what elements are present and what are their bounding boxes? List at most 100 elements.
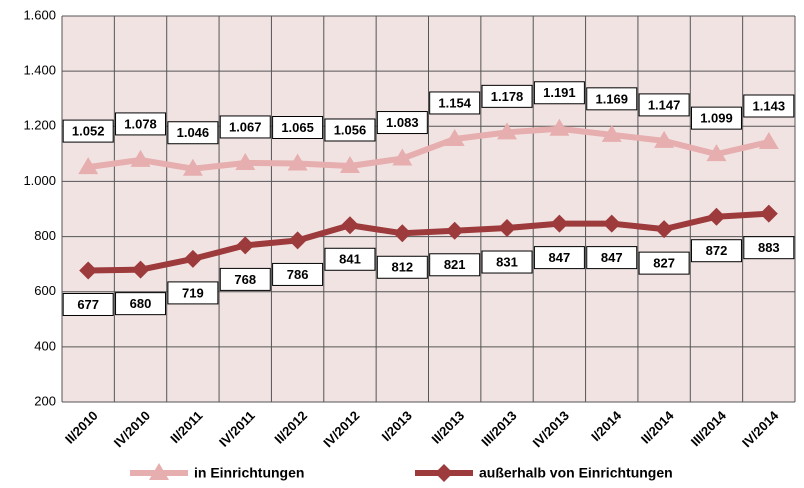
data-label: 1.052 xyxy=(72,124,105,139)
data-label-box xyxy=(272,262,324,286)
data-label: 1.067 xyxy=(229,119,262,134)
data-label: 768 xyxy=(234,272,256,287)
y-tick-label: 1.200 xyxy=(23,118,56,133)
y-tick-label: 800 xyxy=(34,228,56,243)
data-label-box xyxy=(272,116,324,140)
y-tick-label: 1.400 xyxy=(23,63,56,78)
marker xyxy=(288,231,307,250)
data-label: 847 xyxy=(549,250,571,265)
marker xyxy=(182,158,203,176)
marker xyxy=(393,224,412,243)
x-tick-label: II/2012 xyxy=(271,408,310,447)
data-label-box xyxy=(324,247,376,271)
data-label-box xyxy=(533,81,585,105)
marker xyxy=(183,249,202,268)
marker xyxy=(758,132,779,150)
data-label-box xyxy=(743,236,795,260)
data-label: 677 xyxy=(77,297,99,312)
marker xyxy=(445,221,464,240)
x-tick-label: III/2013 xyxy=(478,408,519,449)
x-tick-label: IV/2012 xyxy=(320,408,362,450)
marker xyxy=(130,149,151,167)
data-label-box xyxy=(481,84,533,108)
series-line xyxy=(87,125,770,172)
data-label-box xyxy=(376,255,428,279)
x-tick-label: IV/2010 xyxy=(111,408,153,450)
data-label: 872 xyxy=(706,243,728,258)
data-label-box xyxy=(115,292,167,316)
data-label: 1.154 xyxy=(438,95,471,110)
data-label-box xyxy=(429,253,481,277)
data-label: 1.191 xyxy=(543,85,576,100)
marker xyxy=(287,153,308,171)
data-label-box xyxy=(481,250,533,274)
legend-marker xyxy=(435,464,453,482)
data-label: 827 xyxy=(653,256,675,271)
data-label-box xyxy=(743,94,795,118)
marker xyxy=(655,220,674,239)
marker xyxy=(706,144,727,162)
marker xyxy=(79,261,98,280)
data-label-box xyxy=(690,106,742,130)
marker xyxy=(550,214,569,233)
marker xyxy=(602,214,621,233)
marker xyxy=(759,204,778,223)
data-label: 821 xyxy=(444,257,466,272)
x-tick-label: IV/2011 xyxy=(216,408,258,450)
y-tick-label: 200 xyxy=(34,393,56,408)
marker xyxy=(601,124,622,142)
marker xyxy=(707,207,726,226)
data-label-box xyxy=(62,292,114,316)
data-label: 1.169 xyxy=(595,91,628,106)
x-tick-label: I/2013 xyxy=(379,408,415,444)
marker xyxy=(131,260,150,279)
data-label-box xyxy=(376,111,428,135)
data-label: 1.099 xyxy=(700,111,733,126)
data-label: 1.078 xyxy=(124,116,157,131)
y-tick-label: 1.000 xyxy=(23,173,56,188)
data-label: 883 xyxy=(758,240,780,255)
data-label-box xyxy=(429,91,481,115)
marker xyxy=(654,130,675,148)
x-tick-label: II/2014 xyxy=(638,407,677,446)
data-label: 1.046 xyxy=(177,125,210,140)
data-label-box xyxy=(533,246,585,270)
data-label: 847 xyxy=(601,250,623,265)
x-tick-label: I/2014 xyxy=(588,407,625,444)
x-tick-label: II/2013 xyxy=(429,408,468,447)
data-label-box xyxy=(324,118,376,142)
data-label: 831 xyxy=(496,254,518,269)
data-label: 1.147 xyxy=(648,97,681,112)
y-tick-label: 1.600 xyxy=(23,7,56,22)
marker xyxy=(340,216,359,235)
marker xyxy=(498,219,517,238)
data-label: 1.083 xyxy=(386,115,419,130)
y-tick-label: 400 xyxy=(34,338,56,353)
data-label-box xyxy=(586,246,638,270)
marker xyxy=(497,122,518,140)
x-tick-label: IV/2013 xyxy=(530,408,572,450)
marker xyxy=(78,157,99,175)
series-line xyxy=(88,210,769,274)
data-label-box xyxy=(62,119,114,143)
data-label-box xyxy=(167,281,219,305)
marker xyxy=(392,148,413,166)
data-label-box xyxy=(690,239,742,263)
x-tick-label: II/2011 xyxy=(167,408,205,446)
data-label: 1.178 xyxy=(491,89,524,104)
data-label-box xyxy=(638,251,690,275)
data-label: 719 xyxy=(182,285,204,300)
marker xyxy=(235,152,256,170)
x-tick-label: III/2014 xyxy=(688,407,730,449)
data-label: 1.065 xyxy=(281,120,314,135)
data-label-box xyxy=(115,112,167,136)
legend-label: in Einrichtungen xyxy=(194,465,304,481)
legend-marker xyxy=(149,463,169,480)
marker xyxy=(236,236,255,255)
data-label: 1.143 xyxy=(753,98,786,113)
marker xyxy=(549,118,570,136)
data-label-box xyxy=(219,267,271,291)
data-label: 1.056 xyxy=(334,122,367,137)
marker xyxy=(339,155,360,173)
